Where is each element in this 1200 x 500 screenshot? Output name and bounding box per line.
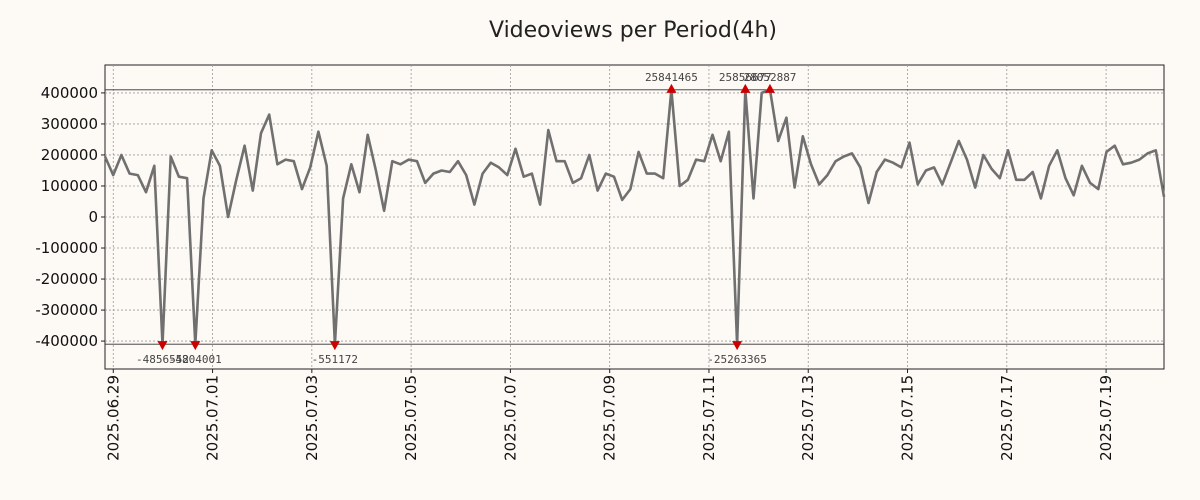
y-tick-label: -300000	[35, 301, 98, 319]
series-line	[103, 88, 1166, 346]
outlier-marker	[157, 341, 168, 351]
annotation-markers	[157, 83, 775, 351]
chart-title: Videoviews per Period(4h)	[489, 18, 777, 43]
outlier-marker	[764, 83, 775, 93]
x-tick-label: 2025.07.05	[402, 375, 420, 461]
y-tick-label: -100000	[35, 239, 98, 257]
x-tick-label: 2025.07.07	[501, 375, 519, 461]
x-tick-label: 2025.07.17	[998, 375, 1016, 461]
x-tick-label: 2025.07.15	[899, 375, 917, 461]
clip-band-lines	[105, 89, 1164, 345]
x-axis: 2025.06.29 2025.07.01 2025.07.03 2025.07.05…	[104, 369, 1115, 461]
y-tick-label: -400000	[35, 332, 98, 350]
annotation-labels: -4856552-4804001 -551172 25841465 -25263365…	[136, 71, 796, 366]
y-tick-label: 100000	[41, 177, 98, 195]
outlier-marker	[740, 83, 751, 93]
y-tick-label: 200000	[41, 146, 98, 164]
outlier-marker	[666, 83, 677, 93]
y-tick-label: -200000	[35, 270, 98, 288]
outlier-label: -25263365	[707, 353, 767, 366]
y-axis: -400000 -300000 -200000 -100000 0 100000 20000…	[35, 84, 105, 350]
series	[103, 88, 1166, 346]
y-tick-label: 300000	[41, 115, 98, 133]
outlier-marker	[190, 341, 201, 351]
outlier-label: -551172	[312, 353, 358, 366]
x-tick-label: 2025.07.03	[303, 375, 321, 461]
outlier-marker	[329, 341, 340, 351]
x-tick-label: 2025.06.29	[104, 375, 122, 461]
grid	[105, 65, 1164, 369]
x-tick-label: 2025.07.19	[1097, 375, 1115, 461]
outlier-marker	[732, 341, 743, 351]
x-tick-label: 2025.07.09	[601, 375, 619, 461]
y-tick-label: 0	[88, 208, 98, 226]
outlier-label: 25856677	[719, 71, 772, 84]
outlier-label: -4856552	[136, 353, 189, 366]
outlier-label: -4804001	[169, 353, 222, 366]
x-tick-label: 2025.07.01	[204, 375, 222, 461]
x-tick-label: 2025.07.13	[799, 375, 817, 461]
y-tick-label: 400000	[41, 84, 98, 102]
outlier-label: 28052887	[743, 71, 796, 84]
outlier-label: 25841465	[645, 71, 698, 84]
x-tick-label: 2025.07.11	[700, 375, 718, 461]
